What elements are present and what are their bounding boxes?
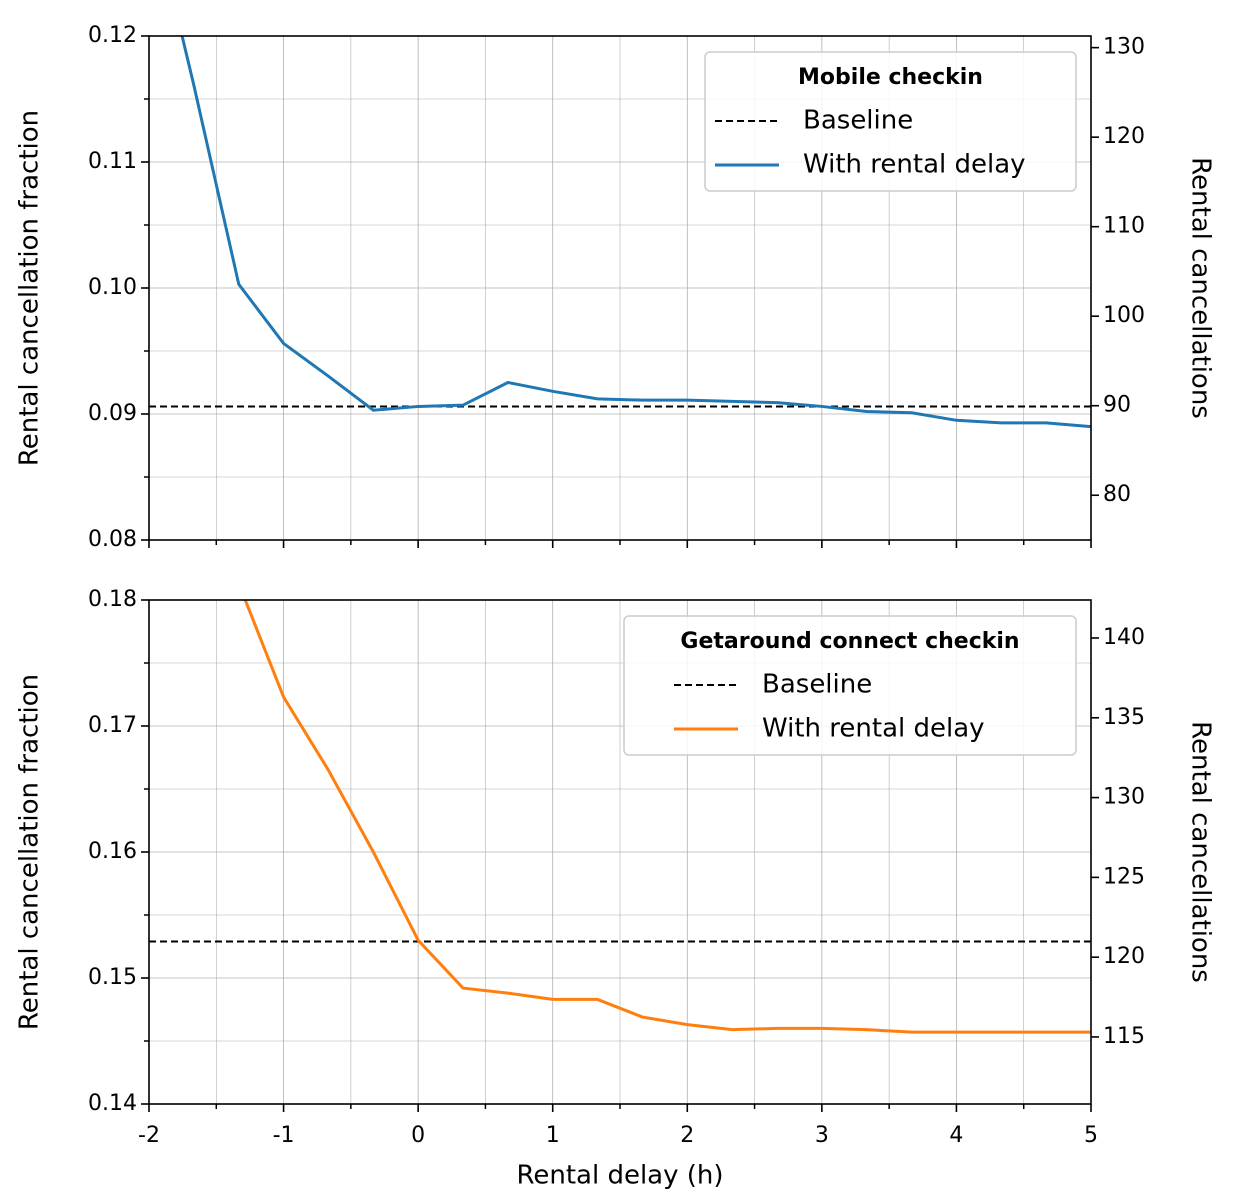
y-tick-label: 0.10 <box>88 275 137 300</box>
y2-tick-label: 100 <box>1103 303 1145 328</box>
x-tick-label: 1 <box>546 1123 560 1148</box>
y-tick-label: 0.17 <box>88 713 137 738</box>
y2-tick-label: 80 <box>1103 482 1131 507</box>
y-tick-label: 0.11 <box>88 149 137 174</box>
y2-tick-label: 140 <box>1103 625 1145 650</box>
x-tick-label: 5 <box>1084 1123 1098 1148</box>
data-line <box>180 36 1091 429</box>
x-axis-label: Rental delay (h) <box>516 1161 723 1191</box>
y-tick-label: 0.15 <box>88 965 137 990</box>
y2-tick-label: 130 <box>1103 35 1145 60</box>
y-tick-label: 0.12 <box>88 23 137 48</box>
y2-tick-label: 120 <box>1103 944 1145 969</box>
y2-tick-label: 110 <box>1103 214 1145 239</box>
legend: Getaround connect checkin Baseline With re… <box>623 615 1077 756</box>
legend-label: With rental delay <box>803 150 1026 180</box>
y2-tick-label: 135 <box>1103 705 1145 730</box>
data-line <box>243 600 1091 1034</box>
y2-tick-label: 115 <box>1103 1024 1145 1049</box>
x-tick-label: -1 <box>273 1123 295 1148</box>
y2-tick-label: 130 <box>1103 785 1145 810</box>
y2-axis-label: Rental cancellations <box>1186 721 1216 983</box>
y-axis-label: Rental cancellation fraction <box>15 674 45 1030</box>
x-tick-label: 3 <box>815 1123 829 1148</box>
y2-tick-label: 120 <box>1103 124 1145 149</box>
legend-title: Getaround connect checkin <box>680 629 1019 654</box>
legend-title: Mobile checkin <box>798 65 983 90</box>
legend: Mobile checkin Baseline With rental delay <box>704 51 1077 192</box>
x-tick-label: 2 <box>680 1123 694 1148</box>
legend-box <box>704 51 1077 192</box>
legend-box <box>623 615 1077 756</box>
legend-label: Baseline <box>803 106 913 136</box>
y-axis-label: Rental cancellation fraction <box>15 110 45 466</box>
x-tick-label: -2 <box>138 1123 160 1148</box>
y-tick-label: 0.16 <box>88 839 137 864</box>
y-tick-label: 0.08 <box>88 527 137 552</box>
y2-axis-label: Rental cancellations <box>1186 157 1216 419</box>
x-tick-label: 4 <box>949 1123 963 1148</box>
x-tick-label: 0 <box>411 1123 425 1148</box>
legend-label: Baseline <box>762 670 872 700</box>
y-tick-label: 0.18 <box>88 587 137 612</box>
y-tick-label: 0.14 <box>88 1091 137 1116</box>
y2-tick-label: 125 <box>1103 864 1145 889</box>
y-tick-label: 0.09 <box>88 401 137 426</box>
y2-tick-label: 90 <box>1103 393 1131 418</box>
legend-label: With rental delay <box>762 714 985 744</box>
